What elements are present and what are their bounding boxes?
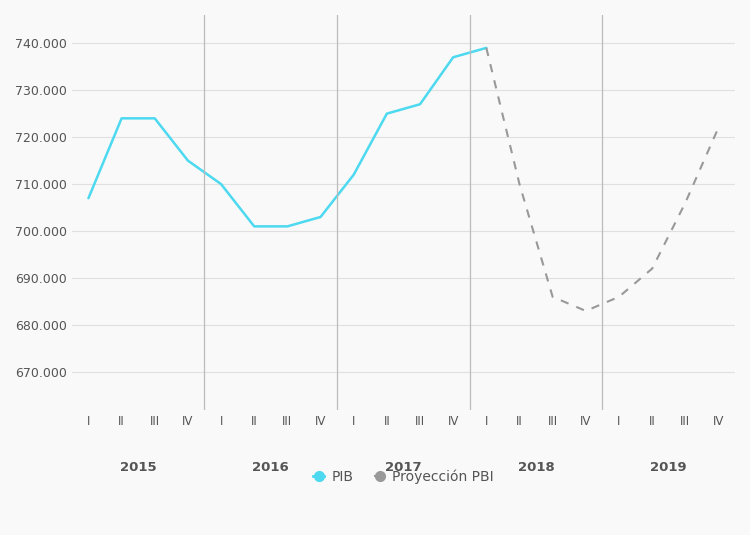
Text: 2018: 2018	[518, 461, 554, 474]
Text: 2015: 2015	[120, 461, 157, 474]
Text: 2019: 2019	[650, 461, 687, 474]
Text: 2016: 2016	[253, 461, 290, 474]
Text: 2017: 2017	[385, 461, 422, 474]
Legend: PIB, Proyección PBI: PIB, Proyección PBI	[308, 464, 500, 490]
